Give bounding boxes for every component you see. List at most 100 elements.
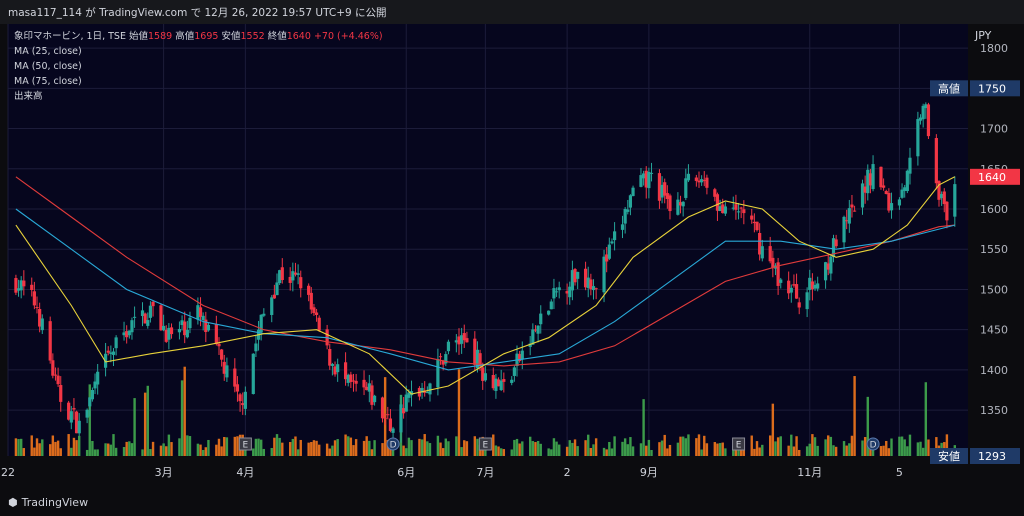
candle-body bbox=[860, 183, 865, 208]
volume-bar bbox=[515, 438, 519, 456]
candle-body bbox=[425, 392, 429, 394]
candle-body bbox=[900, 189, 904, 198]
candle-body bbox=[109, 352, 113, 354]
volume-bar bbox=[72, 437, 76, 456]
candle-body bbox=[272, 294, 276, 299]
legend-volume[interactable]: 出来高 bbox=[14, 91, 43, 102]
y-tick-label: 1500 bbox=[980, 283, 1008, 296]
volume-bar bbox=[906, 446, 909, 456]
legend-change: +70 (+4.46%) bbox=[313, 31, 383, 42]
volume-bar bbox=[573, 439, 577, 456]
volume-bar bbox=[407, 437, 411, 456]
candle-body bbox=[164, 329, 168, 342]
volume-bar bbox=[924, 382, 928, 456]
footer: ⬢ TradingView bbox=[0, 488, 1024, 516]
legend-ma25[interactable]: MA (25, close) bbox=[14, 46, 82, 57]
volume-bar bbox=[318, 444, 321, 456]
candle-body bbox=[457, 336, 461, 345]
volume-bar bbox=[299, 439, 302, 456]
candle-body bbox=[868, 173, 873, 186]
volume-bar bbox=[96, 449, 99, 456]
volume-bar bbox=[787, 445, 790, 456]
candle-body bbox=[905, 170, 909, 192]
candle-body bbox=[565, 291, 569, 294]
volume-bar bbox=[795, 436, 798, 456]
volume-bar bbox=[75, 440, 78, 456]
candle-body bbox=[823, 262, 828, 281]
volume-bar bbox=[755, 441, 759, 456]
volume-bar bbox=[233, 436, 237, 456]
candle-body bbox=[897, 199, 902, 206]
candle-body bbox=[700, 179, 704, 183]
volume-bar bbox=[312, 440, 316, 456]
volume-bar bbox=[679, 436, 682, 456]
volume-bar bbox=[571, 442, 574, 456]
candle-body bbox=[715, 194, 720, 211]
candle-body bbox=[254, 343, 258, 352]
candle-body bbox=[863, 186, 867, 193]
price-marker-tag bbox=[930, 448, 968, 464]
volume-bar bbox=[19, 438, 23, 456]
volume-bar bbox=[832, 445, 835, 456]
candle-body bbox=[921, 105, 925, 120]
tradingview-logo: ⬢ TradingView bbox=[8, 496, 88, 509]
candle-body bbox=[852, 210, 857, 212]
earnings-marker bbox=[478, 437, 492, 451]
volume-bar bbox=[589, 447, 593, 456]
candle-body bbox=[533, 329, 538, 331]
candle-body bbox=[19, 280, 23, 291]
volume-bar bbox=[244, 447, 247, 456]
candle-body bbox=[607, 244, 611, 259]
volume-bar bbox=[22, 448, 26, 456]
ma25-line bbox=[15, 176, 956, 395]
volume-bar bbox=[165, 446, 168, 456]
volume-bar bbox=[610, 448, 614, 456]
candle-body bbox=[111, 351, 116, 355]
candle-body bbox=[198, 307, 203, 317]
candle-body bbox=[755, 221, 759, 231]
legend-ma50[interactable]: MA (50, close) bbox=[14, 61, 82, 72]
volume-bar bbox=[141, 449, 144, 456]
volume-bar bbox=[824, 439, 827, 456]
volume-bar bbox=[122, 447, 126, 456]
candle-body bbox=[940, 193, 944, 199]
candle-body bbox=[934, 138, 938, 184]
candle-body bbox=[760, 246, 764, 259]
volume-bar bbox=[405, 448, 408, 456]
volume-bar bbox=[790, 434, 793, 456]
volume-bar bbox=[608, 441, 611, 456]
legend-ma75[interactable]: MA (75, close) bbox=[14, 76, 82, 87]
candle-body bbox=[106, 350, 110, 353]
candle-body bbox=[90, 390, 94, 400]
candle-body bbox=[346, 374, 350, 383]
volume-bar bbox=[900, 436, 904, 456]
volume-bar bbox=[642, 399, 645, 456]
x-tick-label: 3月 bbox=[155, 466, 173, 479]
x-tick-label: 7月 bbox=[476, 466, 494, 479]
volume-bar bbox=[613, 436, 616, 456]
candle-body bbox=[908, 157, 912, 174]
volume-bar bbox=[750, 435, 753, 456]
volume-bar bbox=[536, 441, 540, 456]
candle-body bbox=[14, 278, 18, 293]
candlestick-chart[interactable]: 1350140014501500155016001650170017501800… bbox=[0, 24, 1024, 488]
event-marker-label: E bbox=[736, 441, 742, 451]
candle-body bbox=[639, 175, 643, 187]
x-tick-label: 2 bbox=[564, 466, 571, 479]
volume-bar bbox=[365, 436, 368, 456]
volume-bar bbox=[753, 448, 756, 456]
volume-bar bbox=[639, 443, 643, 456]
volume-bar bbox=[162, 443, 165, 456]
volume-bar bbox=[204, 447, 208, 456]
candle-body bbox=[204, 319, 208, 332]
candle-body bbox=[847, 208, 851, 224]
volume-bar bbox=[792, 446, 796, 456]
volume-bar bbox=[774, 441, 777, 456]
candle-body bbox=[879, 166, 883, 188]
volume-bar bbox=[389, 446, 392, 456]
legend-high-label: 高値 bbox=[175, 31, 195, 42]
volume-bar bbox=[410, 440, 413, 456]
volume-bar bbox=[805, 446, 809, 456]
volume-bar bbox=[647, 439, 651, 456]
candle-body bbox=[610, 241, 614, 244]
